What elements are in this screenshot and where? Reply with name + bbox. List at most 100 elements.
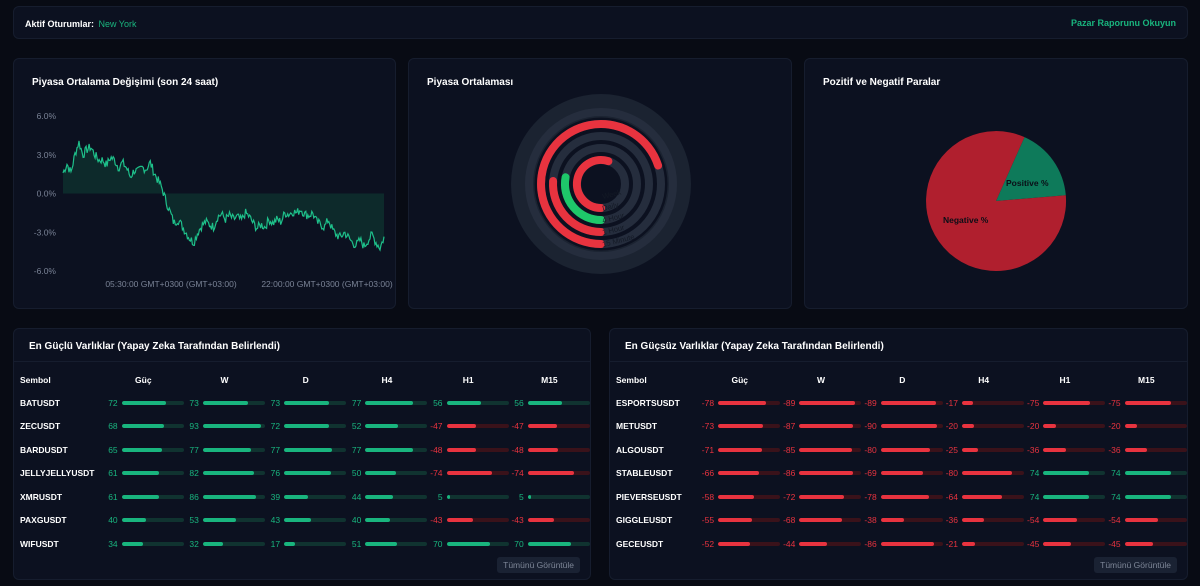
y-tick-label: 0.0%	[37, 189, 57, 199]
score-value: -74	[511, 468, 524, 479]
score-bar-fill	[527, 424, 557, 429]
column-header: D	[899, 374, 906, 385]
table-row[interactable]: ZECUSDT 68 93 72 52 -47 -47	[20, 415, 590, 439]
symbol-cell[interactable]: ZECUSDT	[20, 421, 61, 432]
score-bar	[121, 494, 184, 499]
score-bar	[527, 400, 590, 405]
score-cell: -80	[862, 438, 943, 462]
score-value: 52	[351, 421, 362, 432]
symbol-cell[interactable]: JELLYJELLYUSDT	[20, 468, 95, 479]
score-bar	[1043, 518, 1106, 523]
pie-slice	[996, 137, 1066, 201]
column-header: M15	[1138, 374, 1155, 385]
table-row[interactable]: METUSDT -73 -87 -90 -20 -20 -20	[616, 415, 1187, 439]
table-row[interactable]: GIGGLEUSDT -55 -68 -38 -36 -54 -54	[616, 509, 1187, 533]
score-value: 77	[351, 397, 362, 408]
score-value: 86	[189, 491, 199, 502]
symbol-cell[interactable]: STABLEUSDT	[616, 468, 673, 479]
score-value: 77	[351, 444, 362, 455]
table-row[interactable]: BATUSDT 72 73 73 77 56 56	[20, 391, 590, 415]
symbol-cell[interactable]: PIEVERSEUSDT	[616, 491, 682, 502]
symbol-cell[interactable]: PAXGUSDT	[20, 515, 67, 526]
score-value: 73	[270, 397, 281, 408]
symbol-cell[interactable]: ESPORTSUSDT	[616, 397, 680, 408]
table-row[interactable]: GECEUSDT -52 -44 -86 -21 -45 -45	[616, 532, 1187, 556]
score-bar-fill	[799, 447, 853, 452]
score-value: -64	[945, 491, 959, 502]
score-value: 17	[270, 538, 281, 549]
score-cell: 51	[346, 532, 428, 556]
score-value: -45	[1027, 538, 1040, 549]
symbol-cell[interactable]: WIFUSDT	[20, 538, 59, 549]
symbol-cell[interactable]: BATUSDT	[20, 397, 60, 408]
column-header: M15	[541, 374, 558, 385]
score-cell: -43	[428, 509, 509, 533]
table-row[interactable]: ALGOUSDT -71 -85 -80 -25 -36 -36	[616, 438, 1187, 462]
score-bar-fill	[121, 424, 164, 429]
table-row[interactable]: XMRUSDT 61 86 39 44 5 5	[20, 485, 590, 509]
score-value: -17	[945, 397, 959, 408]
column-header: H1	[1059, 374, 1071, 385]
strongest-view-all-button[interactable]: Tümünü Görüntüle	[497, 557, 580, 573]
table-row[interactable]: PIEVERSEUSDT -58 -72 -78 -64 74 74	[616, 485, 1187, 509]
pie-slice	[926, 131, 1067, 272]
score-bar-fill	[365, 541, 397, 546]
score-bar	[527, 518, 590, 523]
symbol-cell[interactable]: BARDUSDT	[20, 444, 68, 455]
market-change-chart: 6.0% 3.0% 0.0% -3.0% -6.0% 05:30:00 GMT+0300…	[34, 111, 393, 289]
score-bar	[962, 400, 1025, 405]
score-bar	[284, 518, 347, 523]
score-cell: 72	[265, 415, 347, 439]
symbol-cell[interactable]: METUSDT	[616, 421, 658, 432]
weakest-view-all-button[interactable]: Tümünü Görüntüle	[1094, 557, 1177, 573]
score-bar-fill	[446, 424, 476, 429]
score-bar	[799, 471, 862, 476]
table-row[interactable]: STABLEUSDT -66 -86 -69 -80 74 74	[616, 462, 1187, 486]
score-bar-fill	[1124, 541, 1153, 546]
symbol-cell[interactable]: GIGGLEUSDT	[616, 515, 673, 526]
score-cell: -72	[780, 485, 862, 509]
score-bar-fill	[799, 424, 854, 429]
score-bar-fill	[718, 494, 755, 499]
active-sessions-value: New York	[98, 18, 137, 29]
score-value: 61	[108, 468, 118, 479]
score-cell: 44	[346, 485, 428, 509]
score-value: -75	[1108, 397, 1121, 408]
score-cell: 93	[184, 415, 265, 439]
score-bar	[446, 541, 509, 546]
top-bar: Aktif Oturumlar: New York Pazar Raporunu…	[13, 6, 1188, 39]
score-cell: -45	[1024, 532, 1106, 556]
score-bar	[718, 494, 781, 499]
score-value: -78	[864, 491, 877, 502]
score-cell: -78	[699, 391, 781, 415]
table-row[interactable]: BARDUSDT 65 77 77 77 -48 -48	[20, 438, 590, 462]
score-bar	[1043, 447, 1106, 452]
score-cell: -89	[780, 391, 862, 415]
score-bar	[365, 424, 428, 429]
score-value: -47	[430, 421, 443, 432]
symbol-cell[interactable]: ALGOUSDT	[616, 444, 664, 455]
table-row[interactable]: ESPORTSUSDT -78 -89 -89 -17 -75 -75	[616, 391, 1187, 415]
score-cell: -25	[943, 438, 1025, 462]
score-bar-fill	[962, 447, 978, 452]
score-bar	[121, 541, 184, 546]
score-bar-fill	[880, 518, 905, 523]
score-bar-fill	[202, 471, 254, 476]
table-row[interactable]: JELLYJELLYUSDT 61 82 76 50 -74 -74	[20, 462, 590, 486]
score-cell: -55	[699, 509, 781, 533]
symbol-cell[interactable]: XMRUSDT	[20, 491, 63, 502]
score-bar	[1124, 400, 1187, 405]
score-bar-fill	[880, 471, 924, 476]
positive-negative-card: Pozitif ve Negatif Paralar Positive % Neg…	[804, 58, 1188, 309]
score-bar-fill	[880, 400, 936, 405]
score-bar-fill	[962, 518, 985, 523]
score-value: -74	[430, 468, 443, 479]
table-row[interactable]: WIFUSDT 34 32 17 51 70 70	[20, 532, 590, 556]
score-bar-fill	[365, 471, 397, 476]
score-cell: -75	[1024, 391, 1106, 415]
market-report-link[interactable]: Pazar Raporunu Okuyun	[1070, 17, 1176, 28]
table-header-row: Sembol Güç W D H4 H1 M15	[20, 368, 590, 391]
score-cell: 74	[1024, 485, 1106, 509]
table-row[interactable]: PAXGUSDT 40 53 43 40 -43 -43	[20, 509, 590, 533]
symbol-cell[interactable]: GECEUSDT	[616, 538, 664, 549]
